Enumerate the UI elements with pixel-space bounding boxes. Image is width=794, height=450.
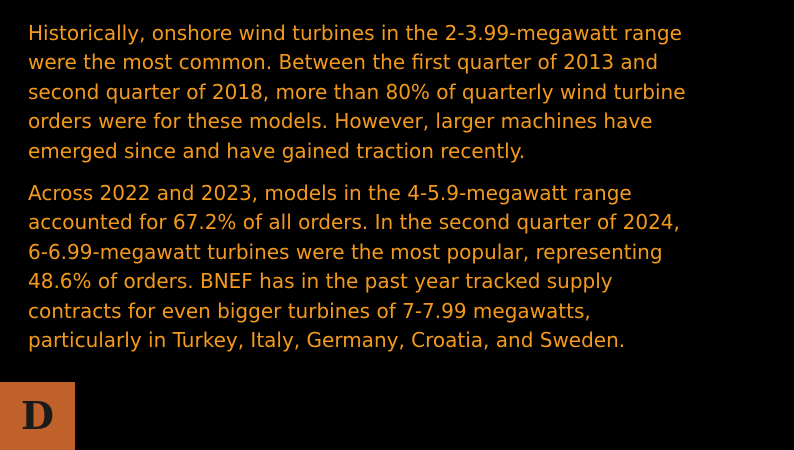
article-paragraph: Across 2022 and 2023, models in the 4-5.… [28, 181, 680, 353]
article-paragraph: Historically, onshore wind turbines in t… [28, 21, 686, 163]
badge-letter: D [21, 393, 54, 438]
article-body: Historically, onshore wind turbines in t… [28, 19, 788, 355]
letter-badge: D [0, 382, 75, 450]
